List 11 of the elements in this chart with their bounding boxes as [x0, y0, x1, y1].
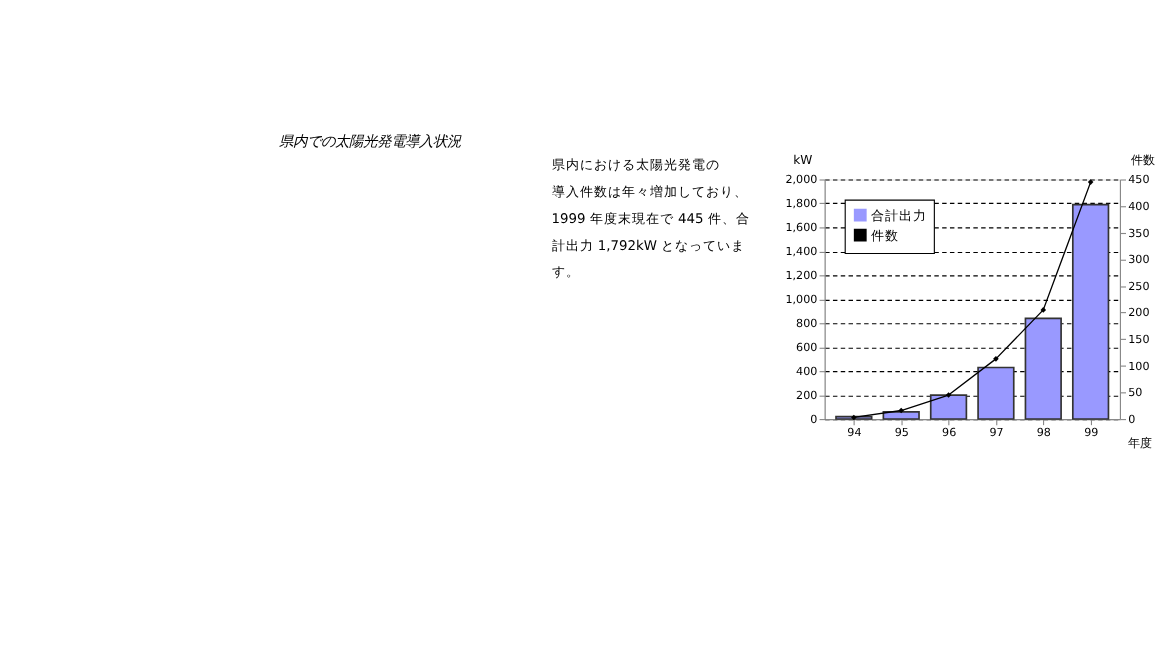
bar	[1071, 203, 1110, 420]
point	[993, 356, 999, 362]
bar	[882, 411, 920, 420]
point	[851, 414, 857, 421]
bar	[1024, 317, 1062, 420]
bar	[977, 366, 1015, 420]
point	[945, 392, 952, 398]
bar	[929, 394, 968, 420]
point	[1040, 307, 1047, 313]
point	[898, 407, 904, 414]
point	[1087, 179, 1094, 185]
